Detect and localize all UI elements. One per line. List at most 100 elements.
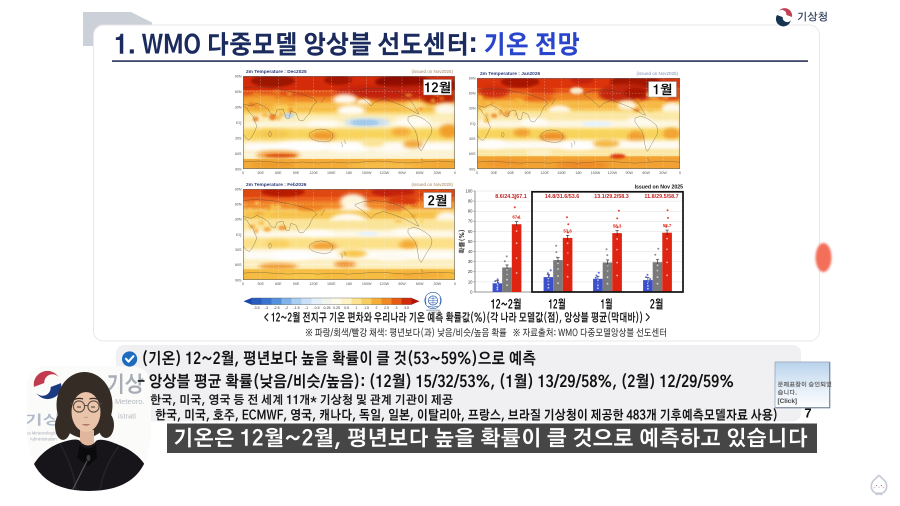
svg-text:10: 10	[468, 279, 473, 284]
svg-text:90W: 90W	[625, 171, 633, 175]
svg-text:30E: 30E	[257, 171, 264, 175]
svg-text:120W: 120W	[380, 282, 390, 286]
svg-text:Meteoro.: Meteoro.	[115, 397, 145, 406]
svg-text:60N: 60N	[235, 90, 242, 94]
svg-text:2m Temperature : Jan2026: 2m Temperature : Jan2026	[480, 71, 540, 77]
svg-text:180: 180	[575, 171, 581, 175]
svg-text:0: 0	[470, 289, 473, 294]
svg-text:30S: 30S	[235, 136, 242, 140]
svg-text:90N: 90N	[235, 187, 242, 191]
svg-text:-3: -3	[265, 306, 268, 310]
svg-text:2: 2	[376, 306, 378, 310]
svg-text:60E: 60E	[275, 171, 282, 175]
svg-text:120E: 120E	[540, 171, 549, 175]
svg-text:90N: 90N	[235, 74, 242, 78]
svg-text:30E: 30E	[257, 282, 264, 286]
svg-text:2.5: 2.5	[384, 306, 389, 310]
svg-text:8.6/24.3/67.1: 8.6/24.3/67.1	[495, 194, 526, 200]
svg-text:EQ: EQ	[236, 121, 241, 125]
svg-text:0: 0	[242, 282, 244, 286]
svg-text:-3.5: -3.5	[253, 306, 259, 310]
svg-text:180: 180	[346, 282, 352, 286]
svg-text:60W: 60W	[642, 171, 650, 175]
svg-text:40: 40	[468, 249, 473, 254]
svg-text:3.5: 3.5	[404, 306, 409, 310]
svg-text:60S: 60S	[235, 152, 242, 156]
svg-text:0.25: 0.25	[333, 306, 340, 310]
svg-text:120E: 120E	[309, 282, 318, 286]
svg-text:90W: 90W	[398, 171, 406, 175]
svg-text:53.6: 53.6	[563, 228, 572, 233]
svg-text:-2.5: -2.5	[273, 306, 279, 310]
svg-text:58.7: 58.7	[663, 223, 672, 228]
svg-text:80: 80	[468, 209, 473, 214]
svg-text:60E: 60E	[275, 282, 282, 286]
svg-text:(issued on Nov2025): (issued on Nov2025)	[636, 71, 678, 76]
svg-text:-2: -2	[285, 306, 288, 310]
svg-text:60W: 60W	[416, 171, 424, 175]
svg-text:2m Temperature : Feb2026: 2m Temperature : Feb2026	[246, 182, 307, 188]
svg-text:60N: 60N	[235, 202, 242, 206]
svg-text:0: 0	[454, 282, 456, 286]
svg-text:60W: 60W	[416, 282, 424, 286]
svg-text:150E: 150E	[557, 171, 566, 175]
svg-text:1.5: 1.5	[364, 306, 369, 310]
svg-text:120W: 120W	[608, 171, 618, 175]
svg-text:30S: 30S	[469, 137, 476, 141]
svg-text:100: 100	[466, 188, 474, 193]
svg-text:60: 60	[468, 229, 473, 234]
svg-text:60N: 60N	[469, 91, 476, 95]
svg-text:90E: 90E	[524, 171, 531, 175]
svg-text:58.3: 58.3	[613, 224, 622, 229]
svg-text:30N: 30N	[235, 105, 242, 109]
svg-text:30W: 30W	[434, 282, 442, 286]
svg-text:EQ: EQ	[236, 233, 241, 237]
svg-text:Issued on Nov 2025: Issued on Nov 2025	[635, 185, 684, 191]
svg-text:2m Temperature : Dec2025: 2m Temperature : Dec2025	[246, 69, 307, 75]
svg-text:(issued on Nov2025): (issued on Nov2025)	[411, 69, 453, 74]
svg-text:30E: 30E	[491, 171, 498, 175]
svg-text:-0.25: -0.25	[323, 306, 331, 310]
svg-text:90: 90	[468, 199, 473, 204]
svg-text:0: 0	[454, 171, 456, 175]
svg-text:120E: 120E	[309, 171, 318, 175]
svg-text:60E: 60E	[508, 171, 515, 175]
svg-text:70: 70	[468, 219, 473, 224]
svg-text:150E: 150E	[327, 282, 336, 286]
svg-text:EQ: EQ	[470, 122, 475, 126]
svg-text:20: 20	[468, 269, 473, 274]
svg-text:90E: 90E	[293, 171, 300, 175]
svg-text:50: 50	[468, 239, 473, 244]
svg-text:30N: 30N	[235, 218, 242, 222]
svg-text:-1.5: -1.5	[293, 306, 299, 310]
svg-text:90S: 90S	[469, 167, 476, 171]
svg-text:150W: 150W	[362, 282, 372, 286]
svg-text:150E: 150E	[327, 171, 336, 175]
svg-text:180: 180	[346, 171, 352, 175]
svg-text:30N: 30N	[469, 107, 476, 111]
svg-text:30: 30	[468, 259, 473, 264]
svg-text:0: 0	[679, 171, 681, 175]
svg-text:90S: 90S	[235, 167, 242, 171]
svg-text:3: 3	[396, 306, 398, 310]
svg-text:1: 1	[356, 306, 358, 310]
svg-text:60S: 60S	[469, 152, 476, 156]
svg-text:-1: -1	[305, 306, 308, 310]
svg-text:Administration: Administration	[30, 437, 57, 442]
svg-text:13.1/29.2/58.3: 13.1/29.2/58.3	[594, 194, 628, 200]
svg-text:0.5: 0.5	[344, 306, 349, 310]
svg-text:11.8/29.5/58.7: 11.8/29.5/58.7	[644, 194, 678, 200]
svg-text:0: 0	[242, 171, 244, 175]
svg-text:120W: 120W	[380, 171, 390, 175]
svg-text:30W: 30W	[434, 171, 442, 175]
svg-text:30W: 30W	[659, 171, 667, 175]
svg-text:90E: 90E	[293, 282, 300, 286]
svg-text:-0.5: -0.5	[313, 306, 319, 310]
svg-text:30S: 30S	[235, 248, 242, 252]
svg-text:90S: 90S	[235, 278, 242, 282]
svg-text:7: 7	[804, 406, 811, 421]
svg-text:67.1: 67.1	[512, 215, 521, 220]
svg-text:150W: 150W	[591, 171, 601, 175]
svg-text:14.8/31.6/53.6: 14.8/31.6/53.6	[545, 194, 579, 200]
svg-text:(issued on Nov2025): (issued on Nov2025)	[411, 182, 453, 187]
